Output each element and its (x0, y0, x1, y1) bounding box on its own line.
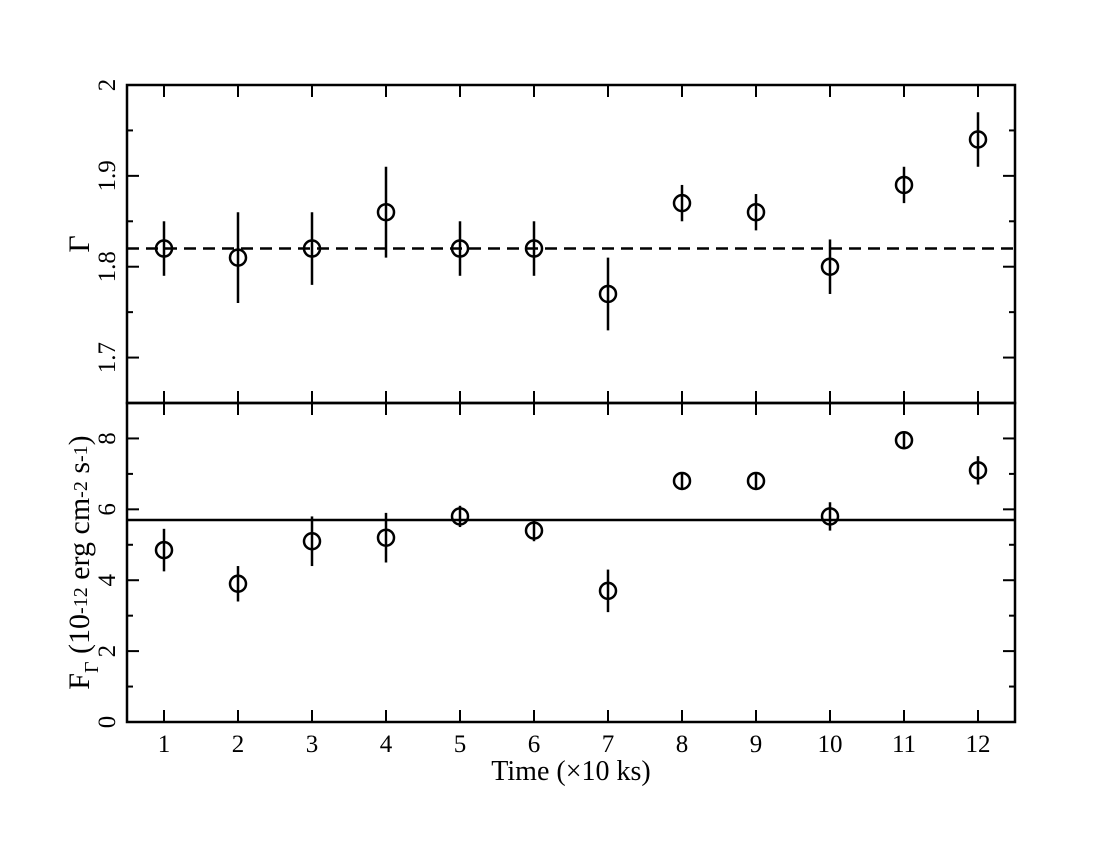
data-point (524, 521, 544, 540)
x-tick-label: 12 (966, 731, 991, 758)
y-axis-label: Γ (63, 235, 96, 252)
data-point (302, 531, 322, 551)
y-tick-label: 2 (94, 645, 121, 658)
x-tick-label: 3 (306, 731, 319, 758)
x-tick-label: 10 (818, 731, 843, 758)
data-point (450, 507, 470, 526)
plot-frame (125, 401, 1017, 724)
data-point (820, 507, 840, 526)
data-point (894, 175, 914, 195)
data-point (598, 581, 618, 601)
y-tick-label: 1.8 (94, 251, 121, 282)
data-point (154, 540, 174, 560)
data-point (376, 528, 396, 547)
y-tick-label: 6 (94, 503, 121, 516)
data-point (598, 284, 618, 304)
x-tick-label: 4 (380, 731, 393, 758)
x-tick-label: 2 (232, 731, 245, 758)
x-tick-label: 6 (528, 731, 541, 758)
y-axis-label-part: erg cm (63, 498, 96, 587)
y-axis-label-part: s (63, 462, 96, 481)
data-point (820, 257, 840, 276)
y-axis-label-part: -1 (70, 445, 92, 462)
data-point (154, 239, 174, 258)
y-axis-label-part: -12 (70, 587, 92, 614)
data-point (672, 471, 692, 491)
data-point (746, 202, 766, 222)
y-axis-label-part: F (63, 673, 96, 690)
y-tick-label: 1.7 (94, 342, 121, 373)
x-tick-label: 1 (158, 731, 171, 758)
data-point (968, 461, 988, 480)
x-tick-label: 11 (892, 731, 916, 758)
data-point (746, 471, 766, 491)
data-point (228, 248, 248, 267)
data-point (302, 239, 322, 258)
data-point (968, 130, 988, 149)
y-axis-label-part: Γ (81, 661, 103, 673)
y-tick-label: 1.9 (94, 160, 121, 191)
data-point (672, 193, 692, 213)
y-axis-label-part: ) (63, 435, 96, 445)
x-tick-label: 9 (750, 731, 763, 758)
x-tick-label: 8 (676, 731, 689, 758)
plot-frame (125, 83, 1017, 405)
data-point (894, 430, 914, 450)
x-axis-label: Time (×10 ks) (491, 756, 650, 787)
y-axis-label-part: (10 (63, 614, 96, 662)
x-tick-label: 7 (602, 731, 615, 758)
data-point (376, 202, 396, 222)
y-tick-label: 2 (94, 79, 121, 92)
data-point (450, 239, 470, 258)
y-tick-label: 0 (94, 716, 121, 729)
y-tick-label: 8 (94, 432, 121, 445)
y-tick-label: 4 (94, 573, 121, 586)
x-tick-label: 5 (454, 731, 467, 758)
y-axis-label: FΓ (10-12 erg cm-2 s-1) (63, 435, 103, 689)
data-point (228, 574, 248, 594)
y-axis-label-part: -2 (70, 481, 92, 498)
data-point (524, 239, 544, 258)
